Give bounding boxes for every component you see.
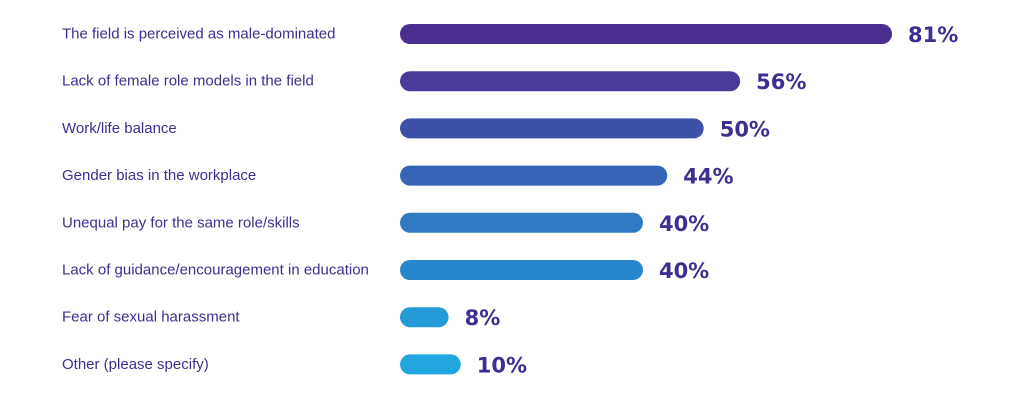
category-label-gender-bias-in-the-workplace: Gender bias in the workplace xyxy=(62,167,256,184)
category-label-the-field-is-perceived-as-male-dominated: The field is perceived as male-dominated xyxy=(62,26,335,43)
value-label-other-please-specify: 10% xyxy=(477,353,527,377)
bar-fear-of-sexual-harassment xyxy=(400,307,449,328)
category-label-lack-of-guidance-encouragement-in-education: Lack of guidance/encouragement in educat… xyxy=(62,262,369,279)
value-label-lack-of-guidance-encouragement-in-education: 40% xyxy=(659,259,709,283)
value-label-lack-of-female-role-models-in-the-field: 56% xyxy=(756,70,806,94)
category-label-work-life-balance: Work/life balance xyxy=(62,120,177,137)
bar-unequal-pay-for-the-same-role-skills xyxy=(400,212,643,233)
value-label-gender-bias-in-the-workplace: 44% xyxy=(683,165,733,189)
value-label-fear-of-sexual-harassment: 8% xyxy=(465,306,501,330)
bar-lack-of-female-role-models-in-the-field xyxy=(400,71,741,92)
category-label-other-please-specify: Other (please specify) xyxy=(62,356,209,373)
value-label-unequal-pay-for-the-same-role-skills: 40% xyxy=(659,212,709,236)
category-label-lack-of-female-role-models-in-the-field: Lack of female role models in the field xyxy=(62,73,314,90)
bar-work-life-balance xyxy=(400,118,704,139)
value-label-work-life-balance: 50% xyxy=(720,117,770,141)
bar-other-please-specify xyxy=(400,354,461,375)
bar-lack-of-guidance-encouragement-in-education xyxy=(400,260,643,280)
value-label-the-field-is-perceived-as-male-dominated: 81% xyxy=(908,23,958,47)
bar-the-field-is-perceived-as-male-dominated xyxy=(400,24,892,44)
category-label-fear-of-sexual-harassment: Fear of sexual harassment xyxy=(62,309,240,326)
bar-gender-bias-in-the-workplace xyxy=(400,165,668,186)
category-label-unequal-pay-for-the-same-role-skills: Unequal pay for the same role/skills xyxy=(62,214,300,231)
